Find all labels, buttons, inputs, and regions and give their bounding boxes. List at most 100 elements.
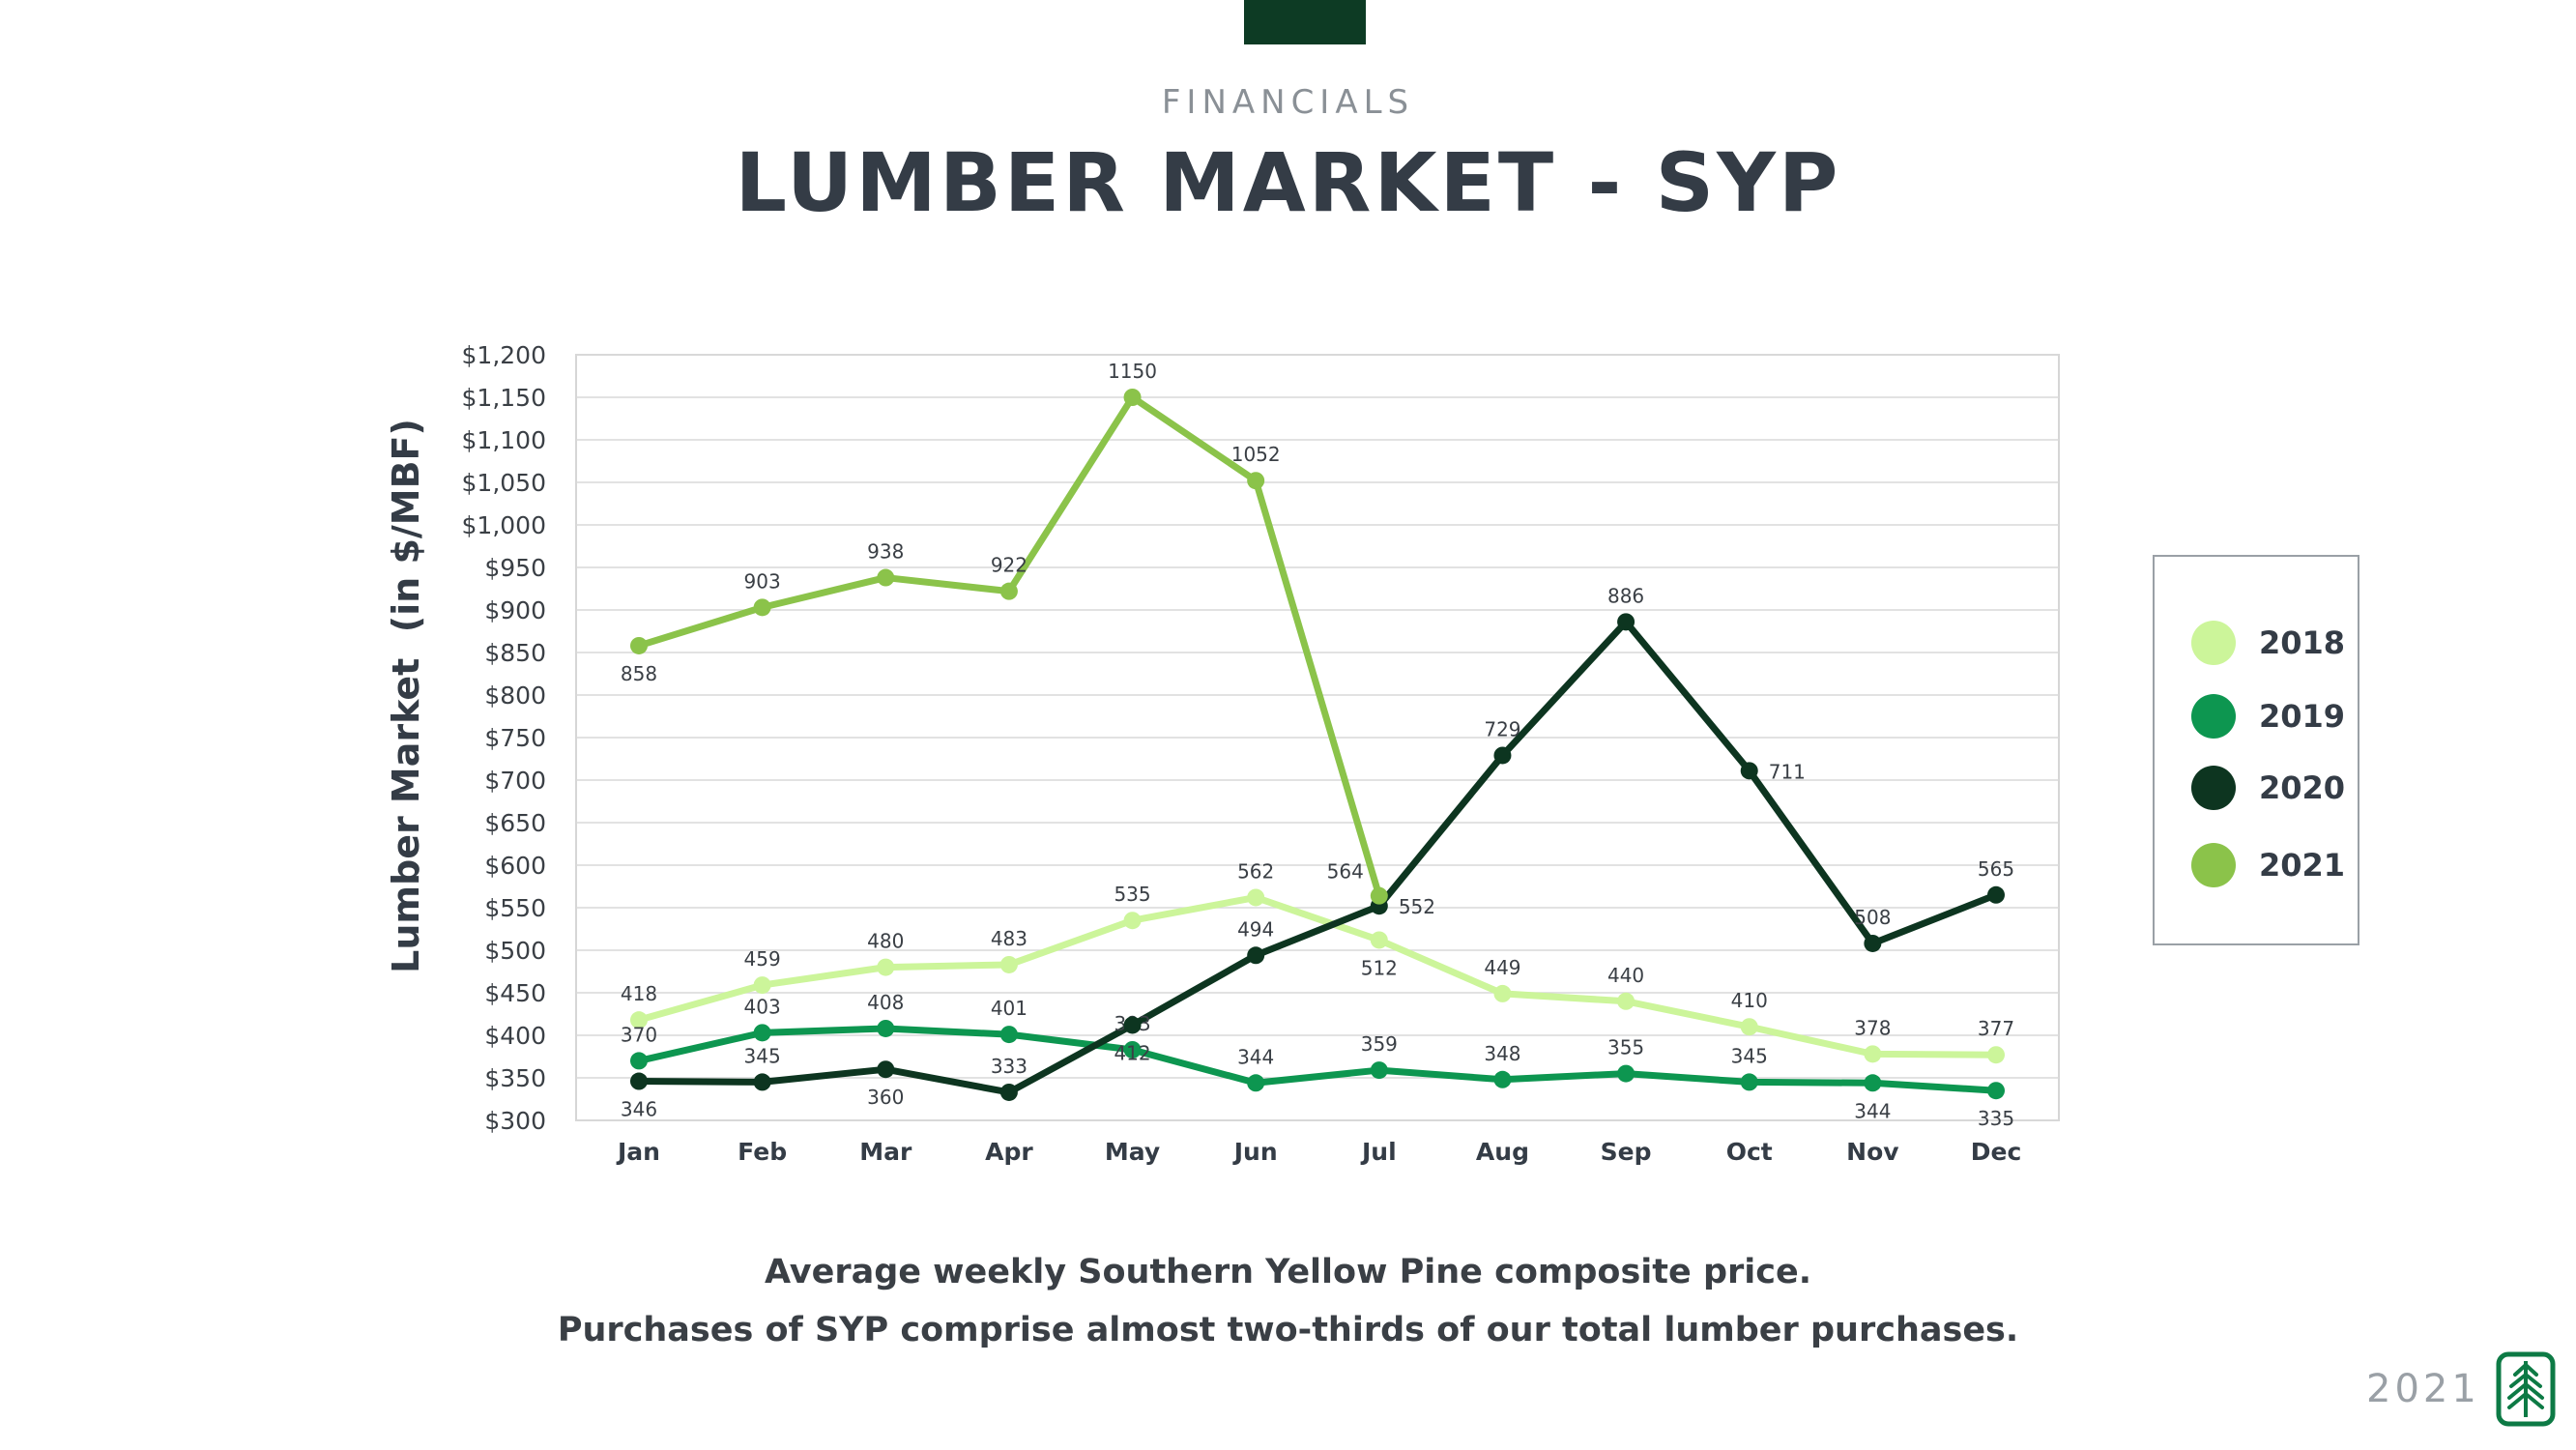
- x-tick-label: May: [1105, 1138, 1160, 1166]
- footer-year: 2021: [2366, 1367, 2480, 1411]
- legend-label-2020: 2020: [2259, 769, 2346, 806]
- data-point-2018: [1247, 888, 1265, 907]
- data-point-2018: [630, 1011, 648, 1030]
- legend-item-2019: 2019: [2191, 692, 2345, 740]
- data-label-2019: 344: [1237, 1045, 1274, 1068]
- data-label-2019: 355: [1607, 1036, 1644, 1059]
- data-label-2020: 360: [867, 1086, 904, 1109]
- legend-dot-2019: [2191, 694, 2236, 739]
- y-tick-label: $500: [484, 937, 546, 965]
- data-label-2021: 858: [621, 662, 657, 685]
- data-point-2019: [630, 1052, 648, 1070]
- data-label-2021: 1150: [1108, 360, 1157, 383]
- y-tick-label: $1,150: [462, 384, 546, 412]
- legend-dot-2018: [2191, 621, 2236, 665]
- data-label-2019: 344: [1854, 1099, 1891, 1122]
- data-label-2020: 346: [621, 1098, 657, 1121]
- data-label-2019: 370: [621, 1023, 657, 1046]
- data-point-2021: [630, 636, 648, 654]
- data-point-2018: [1493, 984, 1512, 1002]
- data-point-2021: [1370, 886, 1388, 905]
- data-label-2018: 459: [744, 947, 781, 971]
- data-point-2019: [753, 1024, 771, 1042]
- legend-item-2020: 2020: [2191, 764, 2345, 812]
- top-accent-bar: [1244, 0, 1366, 44]
- caption-line-2: Purchases of SYP comprise almost two-thi…: [557, 1311, 2019, 1349]
- data-label-2021: 922: [991, 554, 1028, 577]
- data-point-2020: [1864, 934, 1882, 952]
- data-point-2019: [1370, 1061, 1388, 1080]
- data-point-2020: [1617, 613, 1635, 631]
- data-point-2019: [1247, 1074, 1265, 1092]
- series-line-2019: [635, 1025, 2000, 1094]
- y-tick-label: $800: [484, 682, 546, 710]
- series-line-2021: [635, 393, 1383, 900]
- data-point-2018: [877, 958, 895, 976]
- data-label-2019: 335: [1978, 1107, 2014, 1130]
- data-point-2020: [1987, 885, 2005, 904]
- page-title: LUMBER MARKET - SYP: [735, 135, 1841, 230]
- data-point-2019: [877, 1019, 895, 1037]
- y-tick-label: $750: [484, 724, 546, 752]
- data-point-2021: [753, 598, 771, 617]
- y-tick-label: $550: [484, 894, 546, 922]
- data-point-2018: [999, 955, 1018, 973]
- y-tick-label: $650: [484, 809, 546, 837]
- legend-dot-2020: [2191, 766, 2236, 810]
- y-tick-label: $450: [484, 979, 546, 1007]
- y-tick-label: $1,200: [462, 341, 546, 369]
- data-label-2018: 535: [1114, 883, 1150, 906]
- y-tick-label: $1,100: [462, 426, 546, 454]
- data-point-2018: [753, 976, 771, 995]
- data-point-2019: [1987, 1082, 2005, 1100]
- data-point-2018: [1740, 1018, 1758, 1036]
- data-label-2020: 711: [1769, 760, 1806, 783]
- data-label-2018: 378: [1854, 1016, 1891, 1039]
- x-tick-label: Feb: [738, 1138, 787, 1166]
- x-tick-label: Nov: [1846, 1138, 1898, 1166]
- x-tick-label: Sep: [1601, 1138, 1652, 1166]
- chart-legend: 2018 2019 2020 2021: [2153, 555, 2359, 945]
- y-tick-label: $350: [484, 1064, 546, 1092]
- data-point-2019: [1740, 1073, 1758, 1091]
- data-label-2018: 418: [621, 982, 657, 1005]
- data-point-2020: [1740, 762, 1758, 780]
- legend-item-2018: 2018: [2191, 619, 2345, 667]
- data-point-2019: [1493, 1070, 1512, 1088]
- data-point-2020: [877, 1060, 895, 1079]
- data-label-2019: 359: [1361, 1032, 1398, 1056]
- data-label-2019: 348: [1484, 1042, 1520, 1065]
- x-tick-label: Oct: [1726, 1138, 1773, 1166]
- data-point-2020: [753, 1073, 771, 1091]
- data-point-2018: [1370, 931, 1388, 949]
- data-label-2018: 377: [1978, 1017, 2014, 1040]
- data-point-2020: [1493, 746, 1512, 765]
- data-label-2018: 440: [1607, 964, 1644, 987]
- y-tick-label: $950: [484, 554, 546, 582]
- data-label-2021: 1052: [1231, 443, 1281, 466]
- data-point-2020: [1247, 946, 1265, 965]
- data-point-2018: [1617, 992, 1635, 1010]
- data-point-2020: [1123, 1016, 1142, 1034]
- data-point-2018: [1123, 912, 1142, 930]
- data-label-2018: 483: [991, 927, 1028, 950]
- data-point-2019: [1617, 1064, 1635, 1083]
- legend-label-2019: 2019: [2259, 698, 2346, 735]
- data-label-2018: 449: [1484, 956, 1520, 979]
- y-tick-label: $1,050: [462, 469, 546, 497]
- y-axis-title: Lumber Market (in $/MBF): [385, 419, 427, 973]
- data-point-2018: [1864, 1045, 1882, 1063]
- data-point-2019: [1864, 1074, 1882, 1092]
- x-tick-label: Jul: [1360, 1138, 1397, 1166]
- x-tick-label: Aug: [1476, 1138, 1529, 1166]
- y-tick-label: $400: [484, 1022, 546, 1050]
- data-label-2019: 403: [744, 995, 781, 1018]
- data-label-2020: 508: [1854, 906, 1891, 929]
- legend-label-2021: 2021: [2259, 847, 2346, 884]
- data-label-2021: 564: [1327, 860, 1364, 884]
- data-label-2018: 512: [1361, 956, 1398, 979]
- data-point-2021: [1247, 472, 1265, 490]
- data-label-2019: 401: [991, 997, 1028, 1020]
